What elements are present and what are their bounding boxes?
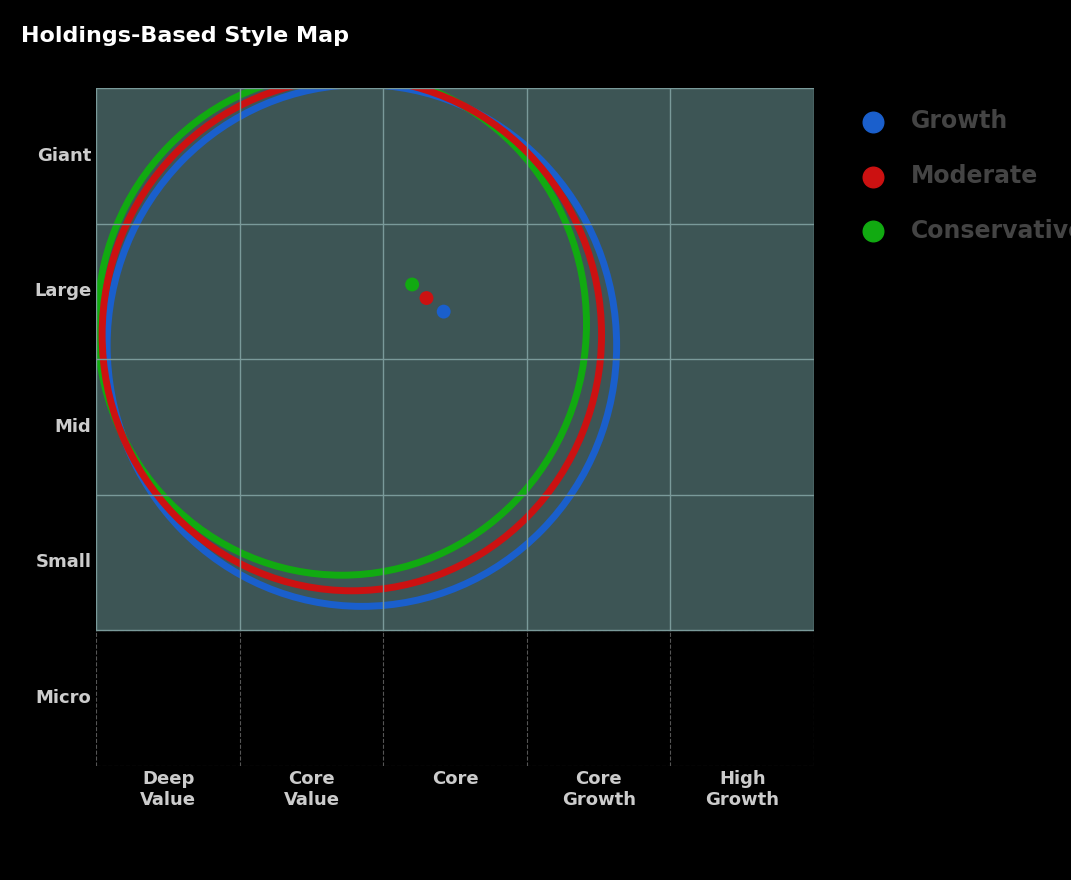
Point — [435, 304, 452, 319]
Text: Holdings-Based Style Map: Holdings-Based Style Map — [21, 26, 349, 47]
Point — [418, 291, 435, 305]
Point — [404, 277, 421, 291]
Ellipse shape — [107, 84, 617, 606]
Bar — [96, 88, 814, 630]
Legend: Growth, Moderate, Conservative: Growth, Moderate, Conservative — [840, 99, 1071, 252]
